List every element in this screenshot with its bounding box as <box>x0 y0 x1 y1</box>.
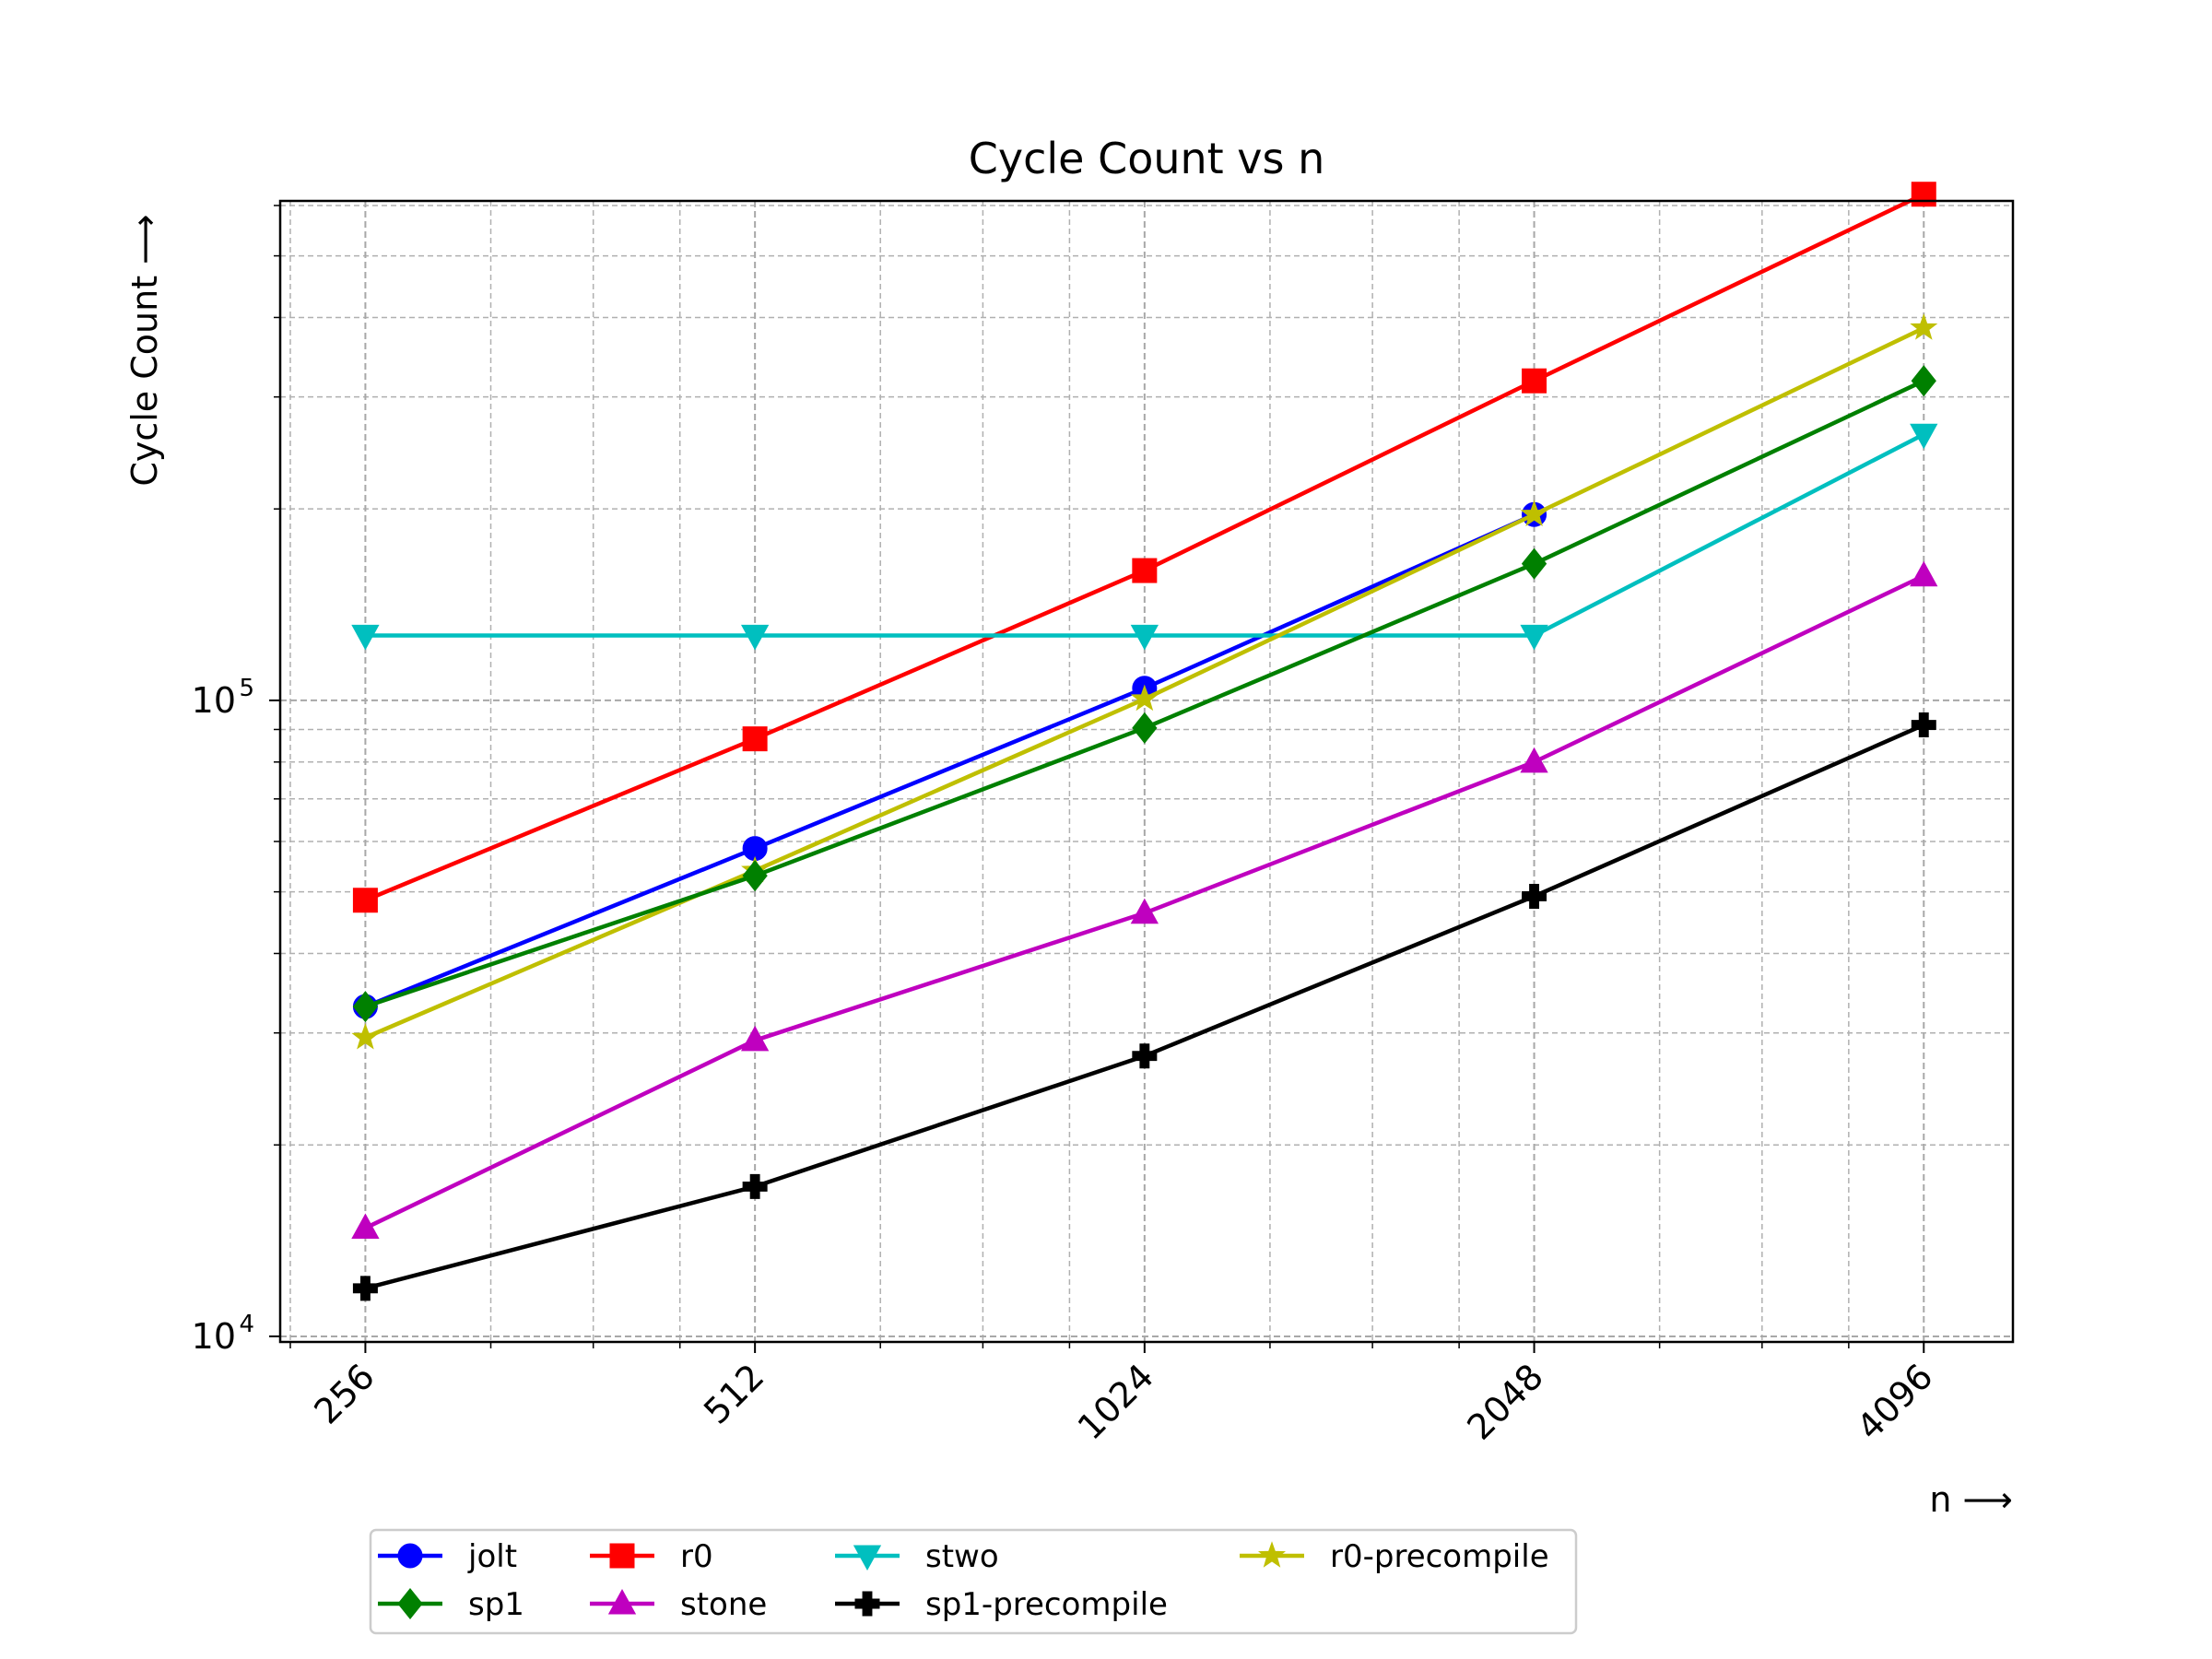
data-point-sp1-precompile <box>352 1276 378 1301</box>
data-point-r0 <box>1911 182 1936 207</box>
legend-item-r0: r0 <box>590 1538 713 1575</box>
series-sp1 <box>352 365 1936 1023</box>
data-point-sp1-precompile <box>1522 883 1547 909</box>
y-tick-exponent: 4 <box>239 1311 254 1338</box>
data-point-sp1 <box>1521 547 1547 580</box>
legend-marker <box>397 1587 423 1620</box>
data-point-sp1 <box>1911 365 1936 397</box>
data-point-r0-precompile <box>1520 500 1548 526</box>
legend-item-jolt: jolt <box>378 1538 517 1575</box>
legend-marker <box>853 1545 882 1571</box>
chart-title: Cycle Count vs n <box>969 134 1325 183</box>
data-point-r0 <box>1522 368 1547 394</box>
data-point-r0 <box>742 726 768 752</box>
data-point-r0-precompile <box>1130 684 1159 712</box>
legend-label: sp1 <box>468 1586 524 1623</box>
data-point-sp1-precompile <box>742 1173 768 1199</box>
data-point-r0 <box>352 888 378 913</box>
data-point-stone <box>1520 747 1548 773</box>
data-point-stwo <box>1910 423 1938 450</box>
y-tick-base: 10 <box>192 1316 236 1357</box>
y-axis-label: Cycle Count ⟶ <box>124 214 165 486</box>
legend-item-stwo: stwo <box>835 1538 999 1575</box>
data-point-sp1 <box>742 860 768 892</box>
legend-label: r0 <box>680 1538 713 1575</box>
data-point-sp1-precompile <box>1132 1043 1158 1069</box>
legend-item-r0-precompile: r0-precompile <box>1240 1538 1549 1575</box>
legend-label: jolt <box>467 1538 517 1575</box>
legend-item-stone: stone <box>590 1586 767 1623</box>
series-stwo <box>351 423 1938 651</box>
legend-item-sp1: sp1 <box>378 1586 524 1623</box>
legend-marker <box>609 1543 635 1569</box>
y-tick-base: 10 <box>192 680 236 721</box>
series-sp1-precompile <box>352 712 1936 1301</box>
data-point-stwo <box>1520 624 1548 651</box>
data-point-r0-precompile <box>1910 313 1938 340</box>
legend-marker <box>607 1589 637 1615</box>
y-tick-label: 10 5 <box>192 675 254 721</box>
data-point-stwo <box>351 624 380 651</box>
data-point-r0-precompile <box>351 1023 380 1050</box>
legend: jolt sp1 r0 stone stwo sp1-precompile r0-preco… <box>369 1528 1578 1635</box>
data-point-stone <box>1910 560 1938 587</box>
legend-item-sp1-precompile: sp1-precompile <box>835 1586 1168 1623</box>
data-point-sp1 <box>1132 712 1158 744</box>
series-r0 <box>352 182 1936 913</box>
data-point-stone <box>1130 898 1159 924</box>
series-stone <box>351 560 1938 1240</box>
legend-marker <box>1257 1541 1287 1568</box>
series-line-jolt <box>364 512 1535 1009</box>
legend-marker <box>397 1543 423 1569</box>
data-point-stone <box>351 1213 380 1240</box>
data-point-sp1-precompile <box>1911 712 1936 738</box>
legend-label: sp1-precompile <box>925 1586 1168 1623</box>
legend-label: stone <box>680 1586 767 1623</box>
legend-label: stwo <box>925 1538 999 1575</box>
data-point-sp1 <box>352 991 379 1023</box>
legend-marker <box>854 1591 880 1617</box>
x-axis-label: n ⟶ <box>1929 1479 2013 1520</box>
data-point-stwo <box>740 624 770 651</box>
y-tick-label: 10 4 <box>192 1311 254 1357</box>
data-point-stone <box>740 1025 770 1052</box>
y-tick-exponent: 5 <box>239 675 254 702</box>
data-point-r0 <box>1132 558 1158 583</box>
data-point-stwo <box>1130 624 1159 651</box>
series-layer <box>351 182 1938 1301</box>
plot-frame <box>278 199 2015 1344</box>
legend-label: r0-precompile <box>1330 1538 1549 1575</box>
